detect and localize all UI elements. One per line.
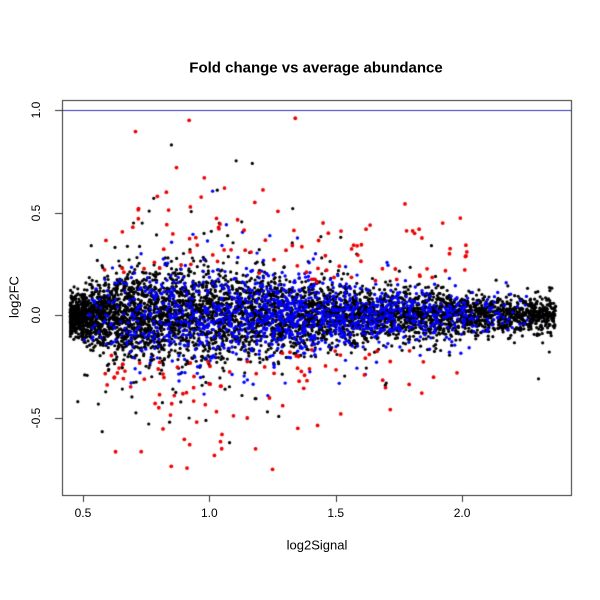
- x-axis-label: log2Signal: [286, 537, 348, 553]
- y-axis-label: log2FC: [6, 276, 22, 318]
- y-tick-label: 1.0: [29, 101, 43, 119]
- y-tick-label: 0.0: [29, 307, 43, 324]
- chart-title: Fold change vs average abundance: [189, 59, 443, 77]
- x-tick-label: 1.5: [327, 506, 345, 520]
- x-tick-label: 0.5: [74, 506, 92, 520]
- y-tick-label: 0.5: [29, 204, 43, 222]
- x-tick-label: 2.0: [453, 506, 471, 520]
- y-tick-label: -0.5: [29, 407, 43, 429]
- x-tick-label: 1.0: [200, 506, 218, 520]
